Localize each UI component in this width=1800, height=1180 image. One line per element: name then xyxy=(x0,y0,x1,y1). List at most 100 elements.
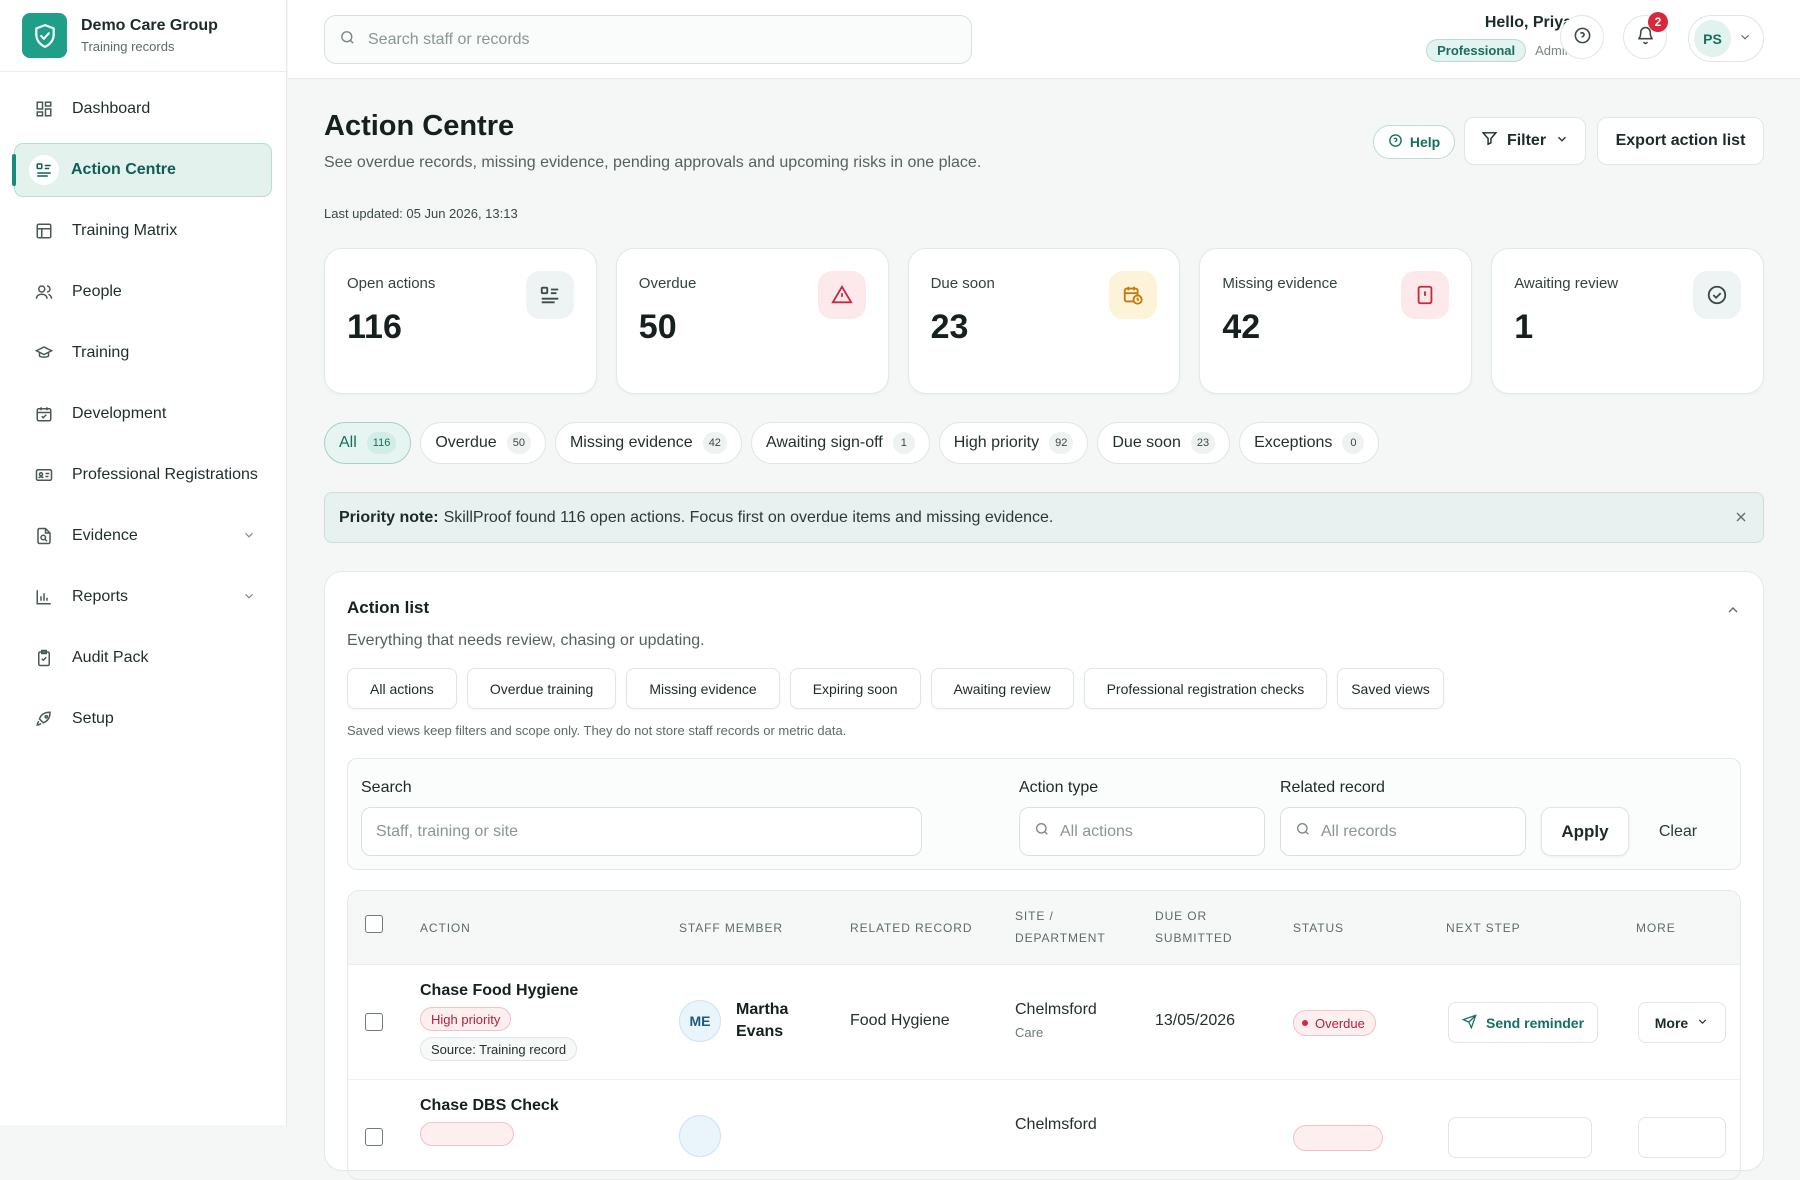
staff-name[interactable]: Martha Evans xyxy=(736,999,816,1043)
view-missing-evidence[interactable]: Missing evidence xyxy=(626,668,780,709)
sidebar-item-label: Development xyxy=(72,405,167,422)
stat-label: Overdue xyxy=(638,275,697,292)
sidebar-item-people[interactable]: People xyxy=(14,265,272,319)
sidebar-item-label: Training Matrix xyxy=(72,222,178,239)
view-overdue-training[interactable]: Overdue training xyxy=(466,668,617,709)
close-icon[interactable] xyxy=(1733,509,1749,530)
chevron-down-icon[interactable] xyxy=(242,528,256,547)
view-expiring-soon[interactable]: Expiring soon xyxy=(789,668,921,709)
sidebar-item-label: Evidence xyxy=(72,527,138,544)
chip-all[interactable]: All 116 xyxy=(324,422,412,464)
clear-button[interactable]: Clear xyxy=(1658,822,1698,840)
stat-card-overdue[interactable]: Overdue 50 xyxy=(615,248,889,394)
row-checkbox[interactable] xyxy=(365,1128,383,1146)
next-step-button[interactable] xyxy=(1448,1117,1592,1158)
help-circle-button[interactable] xyxy=(1560,15,1604,59)
view-professional-registration-checks[interactable]: Professional registration checks xyxy=(1083,668,1328,709)
sidebar-item-action-centre[interactable]: Action Centre xyxy=(12,143,272,197)
action-title[interactable]: Chase Food Hygiene xyxy=(420,982,579,999)
saved-view-tabs: All actions Overdue training Missing evi… xyxy=(347,668,1444,709)
table-row[interactable]: Chase Food Hygiene High priority Source:… xyxy=(348,965,1740,1080)
export-action-list-button[interactable]: Export action list xyxy=(1597,117,1764,165)
view-all-actions[interactable]: All actions xyxy=(347,668,457,709)
stat-card-open-actions[interactable]: Open actions 116 xyxy=(324,248,597,394)
search-icon xyxy=(1034,821,1060,842)
help-button[interactable]: Help xyxy=(1373,125,1455,159)
column-header-status[interactable]: STATUS xyxy=(1293,921,1344,935)
filter-button[interactable]: Filter xyxy=(1464,117,1586,165)
more-label: More xyxy=(1654,1014,1689,1031)
help-circle-icon xyxy=(1573,26,1592,49)
select-all-checkbox[interactable] xyxy=(365,915,383,933)
chip-due-soon[interactable]: Due soon 23 xyxy=(1097,422,1231,464)
user-menu-button[interactable]: PS xyxy=(1688,15,1764,62)
checklist-icon xyxy=(525,271,574,319)
stat-card-awaiting-review[interactable]: Awaiting review 1 xyxy=(1491,248,1764,394)
department: Care xyxy=(1015,1025,1044,1040)
bar-chart-icon xyxy=(34,587,54,607)
chevron-down-icon[interactable] xyxy=(242,589,256,608)
row-checkbox[interactable] xyxy=(365,1013,383,1031)
column-header-site[interactable]: SITE / DEPARTMENT xyxy=(1015,905,1106,949)
sidebar-item-label: Action Centre xyxy=(71,161,176,178)
stat-label: Awaiting review xyxy=(1514,275,1619,292)
action-type-select[interactable]: All actions xyxy=(1019,807,1265,856)
chip-label: Exceptions xyxy=(1254,434,1333,451)
sidebar-item-training[interactable]: Training xyxy=(14,326,272,380)
header-line: DUE OR xyxy=(1155,909,1208,923)
view-awaiting-review[interactable]: Awaiting review xyxy=(930,668,1074,709)
send-reminder-button[interactable]: Send reminder xyxy=(1448,1002,1599,1043)
filter-bar: Search Staff, training or site Action ty… xyxy=(347,758,1741,870)
sidebar-item-reports[interactable]: Reports xyxy=(14,570,272,624)
plan-badge: Professional xyxy=(1426,39,1527,62)
table-icon xyxy=(34,221,54,241)
chip-missing-evidence[interactable]: Missing evidence 42 xyxy=(554,422,742,464)
chip-awaiting-sign-off[interactable]: Awaiting sign-off 1 xyxy=(750,422,930,464)
chip-exceptions[interactable]: Exceptions 0 xyxy=(1239,422,1380,464)
page-title: Action Centre xyxy=(324,110,515,142)
chip-overdue[interactable]: Overdue 50 xyxy=(420,422,546,464)
site: Chelmsford xyxy=(1015,1001,1097,1018)
sidebar-item-training-matrix[interactable]: Training Matrix xyxy=(14,204,272,258)
page-subtitle: See overdue records, missing evidence, p… xyxy=(324,154,982,171)
sidebar-item-audit-pack[interactable]: Audit Pack xyxy=(14,631,272,685)
more-button[interactable]: More xyxy=(1638,1002,1726,1043)
related-record-select[interactable]: All records xyxy=(1280,807,1526,856)
sidebar-item-evidence[interactable]: Evidence xyxy=(14,509,272,563)
saved-views-button[interactable]: Saved views xyxy=(1337,668,1444,709)
chip-count: 116 xyxy=(366,432,397,454)
sidebar-item-dashboard[interactable]: Dashboard xyxy=(14,82,272,136)
file-alert-icon xyxy=(1401,271,1450,319)
staff-last-name: Evans xyxy=(736,1023,784,1040)
column-header-action[interactable]: ACTION xyxy=(420,921,471,935)
sidebar-item-professional-registrations[interactable]: Professional Registrations xyxy=(14,448,272,502)
sidebar-item-setup[interactable]: Setup xyxy=(14,692,272,746)
graduation-cap-icon xyxy=(34,343,54,363)
column-header-staff[interactable]: STAFF MEMBER xyxy=(679,921,783,935)
status-dot xyxy=(1302,1020,1308,1026)
chip-label: Overdue xyxy=(435,434,497,451)
more-button[interactable] xyxy=(1638,1117,1726,1158)
chevron-up-icon[interactable] xyxy=(1725,602,1741,622)
filter-icon xyxy=(1481,130,1498,152)
apply-button[interactable]: Apply xyxy=(1541,807,1629,856)
stat-card-due-soon[interactable]: Due soon 23 xyxy=(907,248,1181,394)
global-search-input[interactable]: Search staff or records xyxy=(324,15,972,64)
brand[interactable]: Demo Care Group Training records xyxy=(0,0,286,72)
chip-count: 23 xyxy=(1190,432,1216,454)
sidebar-item-development[interactable]: Development xyxy=(14,387,272,441)
sidebar-item-label: Dashboard xyxy=(72,100,151,117)
column-header-record[interactable]: RELATED RECORD xyxy=(850,921,973,935)
notifications-button[interactable]: 2 xyxy=(1623,12,1668,59)
people-icon xyxy=(34,282,54,302)
sidebar-item-label: Training xyxy=(72,344,130,361)
header-line: DEPARTMENT xyxy=(1015,931,1106,945)
table-row[interactable]: Chase DBS Check Chelmsford xyxy=(348,1080,1740,1179)
search-icon xyxy=(1295,821,1321,842)
action-title[interactable]: Chase DBS Check xyxy=(420,1097,559,1114)
column-header-due[interactable]: DUE OR SUBMITTED xyxy=(1155,905,1232,949)
list-search-input[interactable]: Staff, training or site xyxy=(361,807,922,856)
chip-high-priority[interactable]: High priority 92 xyxy=(938,422,1089,464)
due-date: 13/05/2026 xyxy=(1155,1012,1236,1029)
stat-card-missing-evidence[interactable]: Missing evidence 42 xyxy=(1199,248,1473,394)
